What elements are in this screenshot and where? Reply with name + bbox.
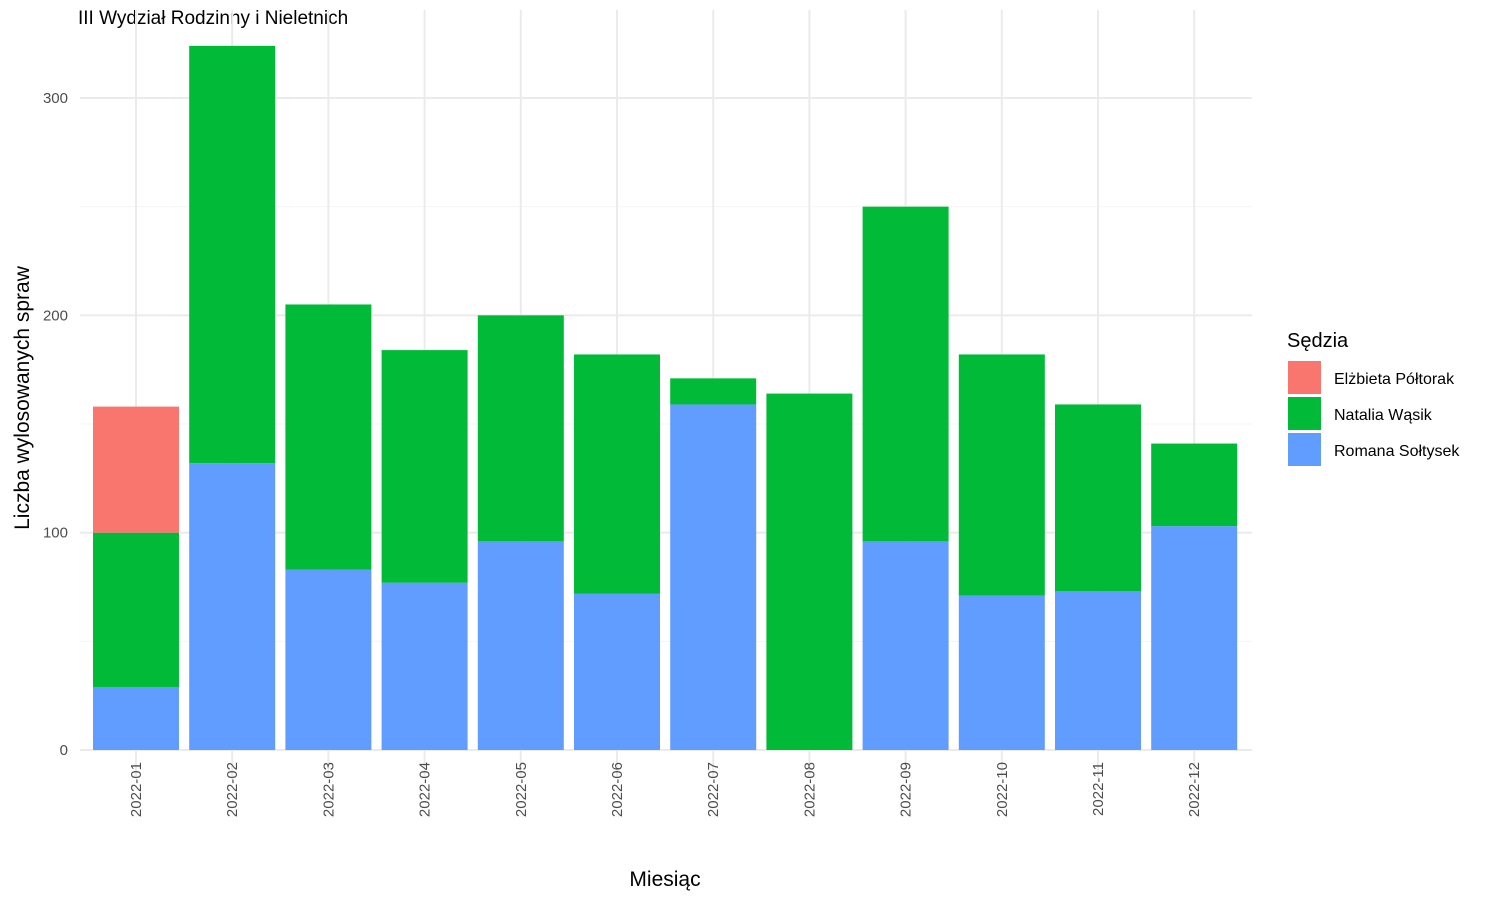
bar-segment bbox=[285, 569, 372, 750]
chart-title: III Wydział Rodzinny i Nieletnich bbox=[78, 8, 349, 29]
y-tick-label: 300 bbox=[43, 90, 68, 107]
bar-segment bbox=[1055, 591, 1141, 750]
bar-segment bbox=[93, 686, 179, 750]
bar-segment bbox=[477, 315, 564, 542]
x-tick-label: 2022-10 bbox=[994, 762, 1011, 817]
bar-segment bbox=[93, 406, 179, 533]
legend-label: Romana Sołtysek bbox=[1334, 443, 1460, 460]
bar-segment bbox=[574, 354, 660, 594]
legend-title: Sędzia bbox=[1287, 330, 1349, 352]
y-tick-label: 200 bbox=[43, 307, 68, 324]
bars bbox=[93, 45, 1238, 750]
x-tick-label: 2022-12 bbox=[1186, 762, 1203, 817]
x-tick-label: 2022-09 bbox=[898, 762, 915, 817]
bar-segment bbox=[189, 463, 276, 750]
x-axis-title: Miesiąc bbox=[629, 868, 700, 891]
bar-segment bbox=[574, 593, 660, 750]
bar-segment bbox=[1151, 443, 1238, 527]
y-axis-title: Liczba wylosowanych spraw bbox=[11, 265, 34, 530]
legend-label: Natalia Wąsik bbox=[1334, 407, 1433, 424]
x-tick-label: 2022-08 bbox=[801, 762, 818, 817]
legend-swatch bbox=[1288, 397, 1321, 430]
legend-swatch bbox=[1288, 433, 1321, 466]
x-tick-label: 2022-02 bbox=[224, 762, 241, 817]
y-axis-ticks: 0 100 200 300 bbox=[43, 90, 68, 759]
y-tick-label: 0 bbox=[60, 742, 68, 759]
bar-segment bbox=[958, 354, 1045, 596]
bar-segment bbox=[477, 541, 564, 750]
x-tick-label: 2022-06 bbox=[609, 762, 626, 817]
bar-segment bbox=[862, 206, 949, 542]
bar-segment bbox=[1151, 526, 1238, 750]
x-tick-label: 2022-05 bbox=[513, 762, 530, 817]
bar-segment bbox=[381, 350, 468, 583]
bar-segment bbox=[766, 393, 853, 750]
legend-label: Elżbieta Półtorak bbox=[1334, 371, 1455, 388]
legend: Sędzia Elżbieta Półtorak Natalia Wąsik Rom… bbox=[1287, 330, 1460, 466]
bar-segment bbox=[862, 541, 949, 750]
x-tick-label: 2022-01 bbox=[128, 762, 145, 817]
x-tick-label: 2022-03 bbox=[320, 762, 337, 817]
x-tick-label: 2022-04 bbox=[417, 762, 434, 817]
bar-segment bbox=[958, 595, 1045, 750]
bar-segment bbox=[285, 304, 372, 570]
bar-segment bbox=[381, 582, 468, 750]
x-axis-ticks: 2022-01 2022-02 2022-03 2022-04 2022-05 2022-… bbox=[128, 762, 1203, 817]
bar-segment bbox=[1055, 404, 1141, 592]
bar-segment bbox=[189, 45, 276, 464]
y-tick-label: 100 bbox=[43, 525, 68, 542]
x-tick-label: 2022-07 bbox=[705, 762, 722, 817]
bar-segment bbox=[670, 404, 757, 750]
bar-segment bbox=[670, 378, 757, 405]
legend-swatch bbox=[1288, 361, 1321, 394]
x-tick-label: 2022-11 bbox=[1090, 762, 1107, 816]
bar-segment bbox=[93, 532, 179, 687]
